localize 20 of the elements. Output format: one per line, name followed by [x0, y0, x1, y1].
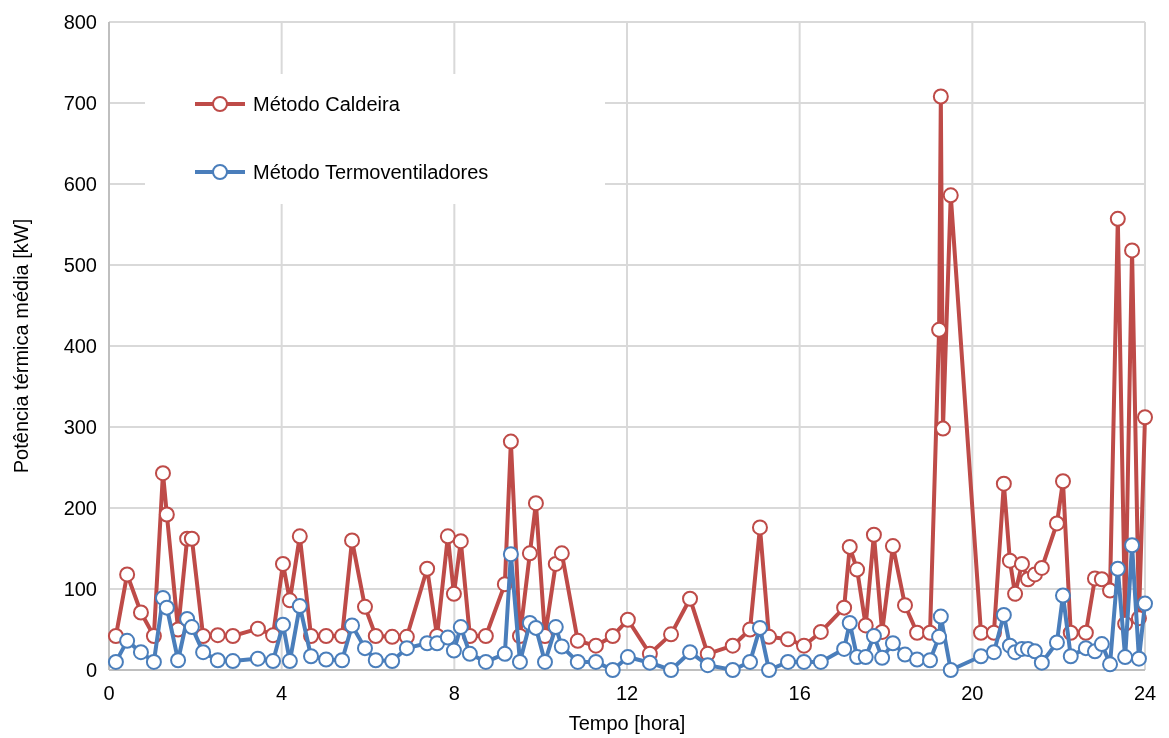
legend-label: Método Caldeira [253, 93, 401, 115]
x-tick-label: 8 [448, 682, 460, 704]
y-tick-label: 300 [63, 416, 97, 438]
y-tick-label: 400 [63, 335, 97, 357]
x-tick-label: 12 [615, 682, 639, 704]
y-tick-label: 100 [63, 578, 97, 600]
x-axis-title: Tempo [hora] [568, 712, 686, 734]
y-tick-label: 700 [63, 92, 97, 114]
y-tick-label: 800 [63, 11, 97, 33]
x-tick-label: 0 [103, 682, 115, 704]
y-tick-label: 600 [63, 173, 97, 195]
y-tick-label: 200 [63, 497, 97, 519]
x-tick-label: 16 [788, 682, 811, 704]
y-tick-label: 500 [63, 254, 97, 276]
y-axis-title: Potência térmica média [kW] [10, 218, 32, 474]
y-tick-label: 0 [85, 659, 97, 681]
x-tick-label: 20 [961, 682, 984, 704]
x-tick-label: 4 [276, 682, 288, 704]
x-tick-label: 24 [1133, 682, 1157, 704]
legend-label: Método Termoventiladores [253, 161, 489, 183]
